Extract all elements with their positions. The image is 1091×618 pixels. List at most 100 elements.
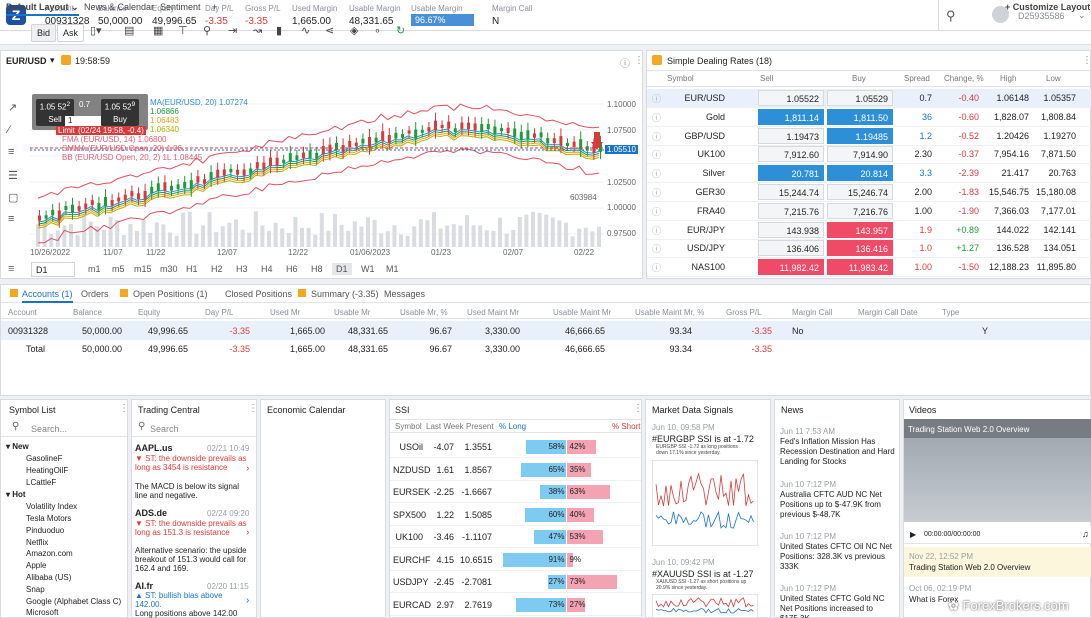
- info-icon[interactable]: ⓘ: [652, 150, 662, 161]
- timeframe-m30[interactable]: m30: [160, 264, 178, 274]
- col-margin-call-date[interactable]: Margin Call Date: [858, 308, 918, 317]
- list-item[interactable]: Alibaba (US): [26, 573, 72, 582]
- table-row[interactable]: [1, 321, 1090, 340]
- crosshair-icon[interactable]: ⊤: [178, 25, 188, 37]
- share-icon[interactable]: ∘: [374, 25, 381, 37]
- tc-search-input[interactable]: Search: [150, 424, 179, 434]
- timeframe-d1[interactable]: D1: [332, 263, 352, 275]
- volume-icon[interactable]: ♫: [1082, 529, 1089, 539]
- col-usable-maint-mr-[interactable]: Usable Maint Mr, %: [635, 308, 705, 317]
- chevron-down-icon[interactable]: ⌄: [1078, 10, 1086, 20]
- timeframe-h6[interactable]: H6: [286, 264, 298, 274]
- video-item-title[interactable]: What is Forex: [909, 595, 959, 604]
- list-item[interactable]: Apple: [26, 561, 47, 570]
- buy-price-button[interactable]: 1.19485: [827, 127, 893, 144]
- list-item[interactable]: LCattleF: [26, 478, 57, 487]
- list-item[interactable]: Volatility Index: [26, 502, 78, 511]
- chart-quantity-input[interactable]: 1: [65, 116, 101, 126]
- sell-price-button[interactable]: 143.938: [758, 221, 824, 238]
- col-account[interactable]: Account: [8, 308, 37, 317]
- info-icon[interactable]: ⓘ: [620, 59, 630, 70]
- line-chart-icon[interactable]: ∿: [301, 25, 311, 37]
- list-item[interactable]: Google (Alphabet Class C): [26, 597, 122, 606]
- list-item[interactable]: Microsoft: [26, 608, 59, 617]
- shape-tool-icon[interactable]: ▢: [8, 192, 19, 204]
- bars-icon[interactable]: ▤: [124, 25, 135, 37]
- ssi-symbol[interactable]: USOil: [399, 442, 423, 452]
- tc-signal[interactable]: ▼ ST: the downside prevails as long as 1…: [135, 519, 247, 537]
- info-icon[interactable]: ⓘ: [652, 169, 662, 180]
- ssi-symbol[interactable]: UK100: [395, 532, 423, 542]
- signal-headline[interactable]: #EURGBP SSI is at -1.72: [652, 434, 754, 444]
- ssi-symbol[interactable]: EURCAD: [393, 599, 432, 610]
- timeframe-h3[interactable]: H3: [236, 264, 248, 274]
- info-icon[interactable]: ⓘ: [652, 244, 662, 255]
- search-icon[interactable]: ⚲: [946, 8, 956, 23]
- info-icon[interactable]: ⓘ: [652, 94, 662, 104]
- menu-dots-icon[interactable]: ⋮: [634, 55, 644, 66]
- play-icon[interactable]: ▶: [910, 530, 917, 539]
- col-change[interactable]: Change, %: [944, 74, 984, 83]
- pointer-tool-icon[interactable]: ↗: [8, 102, 18, 114]
- tc-search-box[interactable]: [132, 419, 256, 437]
- tab-sentiment[interactable]: Sentiment: [160, 2, 201, 12]
- signal-chart-thumbnail[interactable]: [652, 594, 758, 618]
- list-item[interactable]: Amazon.com: [26, 549, 73, 558]
- info-icon[interactable]: ⓘ: [652, 225, 662, 236]
- col-type[interactable]: Type: [942, 308, 960, 317]
- chart-symbol[interactable]: EUR/USD: [6, 56, 47, 66]
- list-item[interactable]: GasolineF: [26, 454, 63, 463]
- customize-layout-button[interactable]: + Customize Layout: [1005, 2, 1091, 12]
- sell-price-button[interactable]: 7,215.76: [758, 202, 824, 219]
- group-hot[interactable]: ▾ Hot: [6, 490, 26, 499]
- rates-row[interactable]: [647, 164, 1091, 184]
- col-used-mr[interactable]: Used Mr: [270, 308, 301, 317]
- username[interactable]: D25935586: [1018, 11, 1065, 21]
- timeframe-m5[interactable]: m5: [112, 264, 125, 274]
- sell-price-button[interactable]: 1.19473: [758, 127, 824, 144]
- rates-row[interactable]: [647, 145, 1091, 165]
- volume-icon[interactable]: ▮: [276, 25, 283, 37]
- tc-signal[interactable]: ▲ ST: bullish bias above 142.00.: [135, 591, 223, 609]
- tab-open-positions[interactable]: Open Positions (1): [133, 289, 208, 299]
- lock-icon[interactable]: ⚲: [203, 25, 212, 37]
- ssi-col-symbol[interactable]: Symbol: [395, 422, 422, 431]
- text-tool-icon[interactable]: ≡: [8, 213, 15, 225]
- sell-price-button[interactable]: 1.05522: [758, 90, 824, 106]
- buy-price-button[interactable]: 136.416: [827, 240, 893, 257]
- timeframe-m1[interactable]: M1: [386, 264, 399, 274]
- refresh-icon[interactable]: ↻: [396, 25, 406, 37]
- tab-summary[interactable]: Summary (-3.35): [311, 289, 379, 299]
- ask-button[interactable]: Ask: [57, 24, 85, 42]
- chart-buy-button[interactable]: 1.05 529 Buy: [101, 99, 139, 126]
- ssi-symbol[interactable]: EURCHF: [393, 554, 431, 565]
- col-equity[interactable]: Equity: [138, 308, 161, 317]
- indicators-icon[interactable]: ↝: [253, 25, 263, 37]
- col-symbol[interactable]: Symbol: [667, 74, 694, 83]
- tab-news-calendar[interactable]: News & Calendar: [84, 2, 155, 12]
- col-sell[interactable]: Sell: [760, 74, 774, 83]
- rates-row[interactable]: [647, 127, 1091, 146]
- col-usable-mr[interactable]: Usable Mr: [334, 308, 371, 317]
- col-usable-mr-[interactable]: Usable Mr, %: [400, 308, 448, 317]
- col-spread[interactable]: Spread: [904, 74, 930, 83]
- list-item[interactable]: HeatingOilF: [26, 466, 69, 475]
- tab-messages[interactable]: Messages: [384, 289, 426, 299]
- buy-price-button[interactable]: 20.814: [827, 165, 893, 182]
- list-item[interactable]: Pinduoduo: [26, 526, 65, 535]
- list-item[interactable]: Snap: [26, 585, 45, 594]
- candles-icon[interactable]: ▯▾: [90, 25, 102, 37]
- chevron-right-icon[interactable]: ›: [246, 595, 250, 606]
- timeframe-h4[interactable]: H4: [261, 264, 273, 274]
- tc-symbol[interactable]: AI.fr: [135, 581, 153, 591]
- signal-chart-thumbnail[interactable]: [652, 460, 758, 546]
- buy-price-button[interactable]: 11,983.42: [827, 259, 893, 276]
- sell-price-button[interactable]: 136.406: [758, 240, 824, 257]
- sell-price-button[interactable]: 7,912.60: [758, 146, 824, 163]
- ssi-symbol[interactable]: NZDUSD: [393, 464, 431, 475]
- dealing-icon[interactable]: [61, 55, 71, 65]
- col-margin-call[interactable]: Margin Call: [792, 308, 833, 317]
- menu-dots-icon[interactable]: ⋮: [248, 403, 258, 414]
- tab-orders[interactable]: Orders: [81, 289, 109, 299]
- add-tab-button[interactable]: +: [212, 2, 218, 12]
